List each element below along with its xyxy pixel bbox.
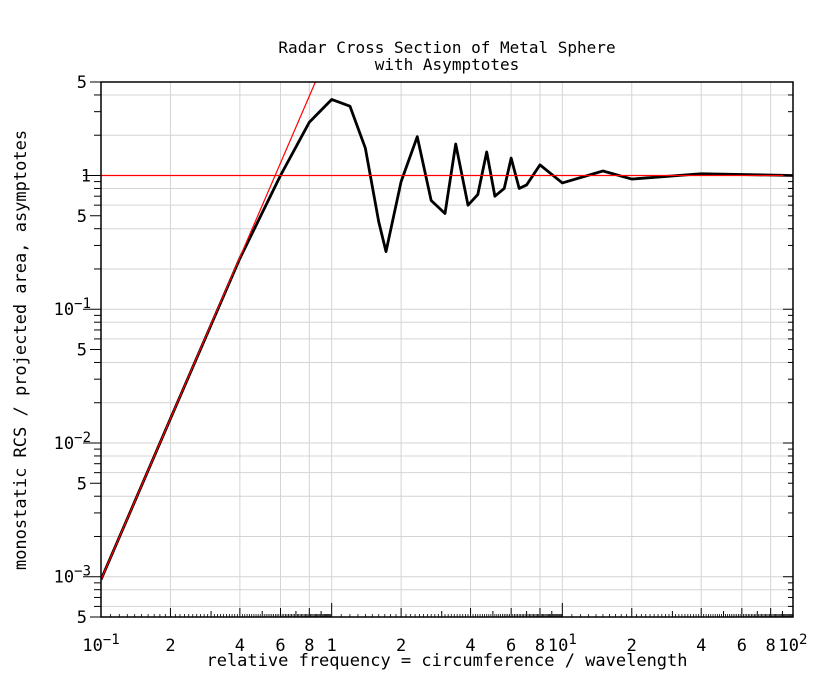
- series-line-1: [101, 82, 316, 580]
- y-minor-label: 5: [77, 608, 87, 628]
- y-tick-label: 10−2: [54, 430, 91, 454]
- grid: [100, 82, 793, 617]
- x-minor-label: 8: [304, 636, 314, 656]
- x-tick-label: 102: [779, 632, 808, 656]
- chart-title: Radar Cross Section of Metal Sphere: [278, 38, 615, 57]
- x-minor-label: 6: [737, 636, 747, 656]
- x-minor-label: 4: [235, 636, 245, 656]
- y-axis-label: monostatic RCS / projected area, asympto…: [11, 130, 31, 570]
- x-minor-label: 6: [506, 636, 516, 656]
- x-minor-label: 8: [535, 636, 545, 656]
- series-line-0: [101, 98, 793, 581]
- x-minor-label: 6: [275, 636, 285, 656]
- x-minor-label: 8: [766, 636, 776, 656]
- curves: [101, 82, 793, 581]
- y-tick-label: 1: [81, 166, 91, 186]
- x-axis-label: relative frequency = circumference / wav…: [206, 651, 687, 671]
- y-minor-label: 5: [77, 474, 87, 494]
- x-tick-label: 1: [327, 636, 337, 656]
- x-minor-label: 4: [465, 636, 475, 656]
- y-minor-label: 5: [77, 73, 87, 93]
- chart-subtitle: with Asymptotes: [375, 55, 520, 74]
- x-minor-label: 2: [165, 636, 175, 656]
- x-minor-label: 2: [396, 636, 406, 656]
- y-minor-label: 5: [77, 207, 87, 227]
- x-tick-label: 10−1: [82, 632, 119, 656]
- axis-ticks: [83, 81, 793, 618]
- y-minor-label: 5: [77, 341, 87, 361]
- y-tick-label: 10−1: [54, 296, 91, 320]
- x-tick-label: 101: [548, 632, 577, 656]
- x-minor-label: 4: [696, 636, 706, 656]
- x-minor-label: 2: [627, 636, 637, 656]
- y-tick-label: 10−3: [54, 564, 91, 588]
